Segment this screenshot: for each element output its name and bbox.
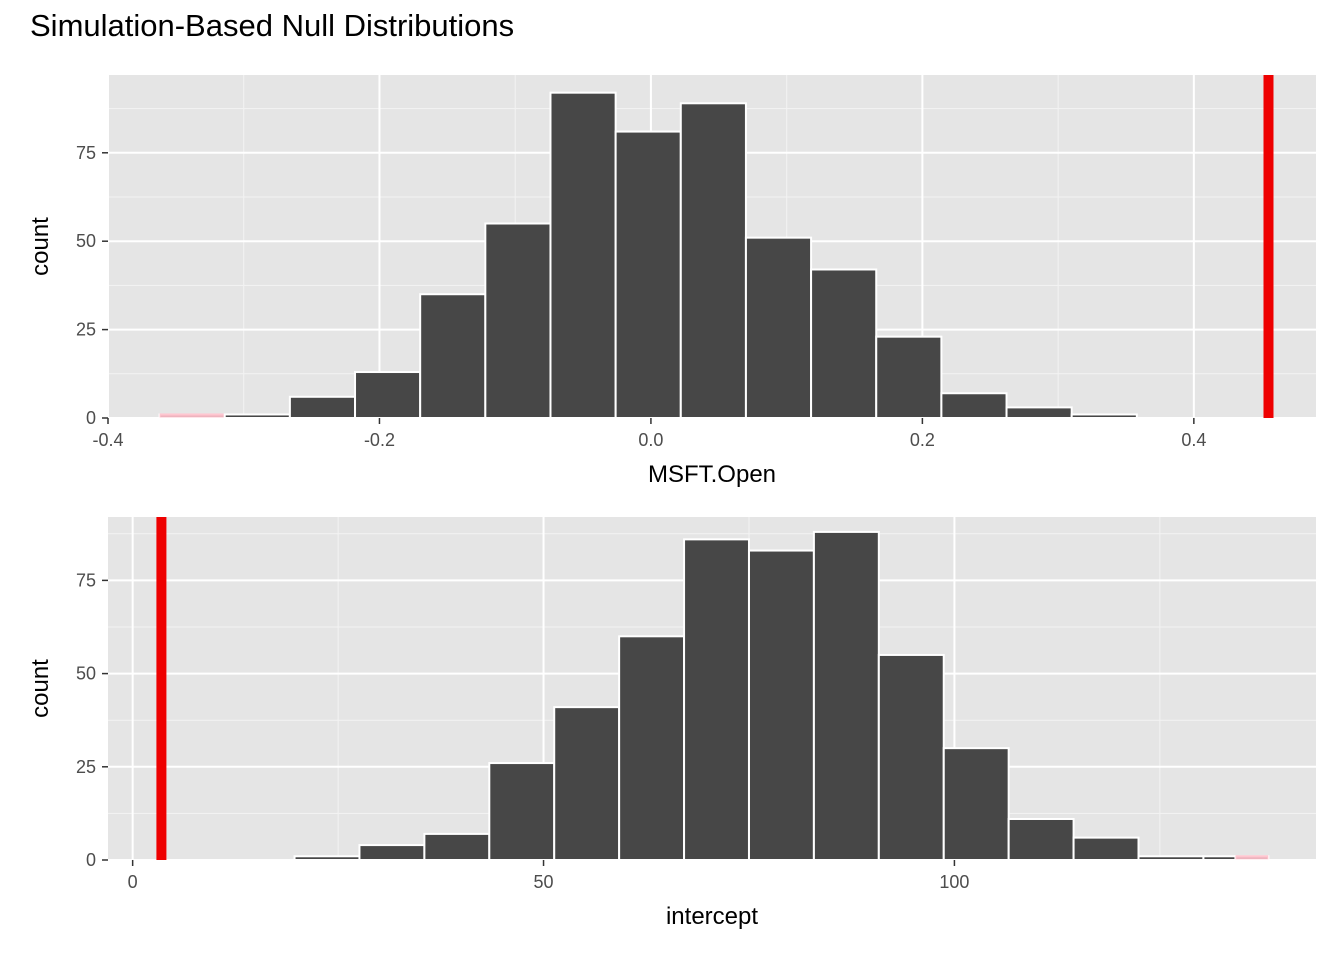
- y-tick-label: 75: [76, 570, 96, 590]
- histogram-bar: [875, 335, 943, 419]
- histogram-bar: [942, 747, 1010, 861]
- observed-statistic-line: [1263, 75, 1274, 418]
- x-tick-label: -0.2: [364, 430, 395, 450]
- histogram-bar: [744, 236, 813, 419]
- y-tick-label: 0: [86, 408, 96, 428]
- y-tick-label: 25: [76, 757, 96, 777]
- y-axis-title: count: [27, 217, 54, 276]
- y-tick-label: 50: [76, 231, 96, 251]
- histogram-bar: [1137, 855, 1205, 861]
- histogram-bar: [423, 832, 491, 861]
- shaded-region: [1235, 855, 1269, 860]
- histogram-bar: [877, 653, 945, 862]
- histogram-bar: [614, 130, 682, 419]
- y-tick-label: 75: [76, 143, 96, 163]
- x-tick-label: 0.2: [910, 430, 935, 450]
- histogram-bar: [1070, 413, 1138, 420]
- histogram-bar: [293, 855, 361, 861]
- histogram-bar: [1005, 406, 1073, 420]
- y-tick-label: 25: [76, 320, 96, 340]
- histogram-bar: [679, 102, 747, 419]
- x-tick-label: -0.4: [92, 430, 123, 450]
- y-tick-label: 0: [86, 850, 96, 870]
- histogram-bar: [419, 293, 487, 420]
- x-axis-title: MSFT.Open: [648, 461, 776, 488]
- chart-title: Simulation-Based Null Distributions: [30, 8, 515, 43]
- x-axis-title: intercept: [666, 903, 758, 930]
- histogram-bar: [288, 395, 357, 420]
- x-tick-label: 0.0: [638, 430, 663, 450]
- histogram-bar: [549, 91, 617, 419]
- x-tick-label: 0.4: [1181, 430, 1206, 450]
- histogram-bar: [223, 413, 291, 420]
- histogram-bar: [553, 706, 621, 861]
- x-tick-label: 100: [939, 872, 969, 892]
- shaded-region: [159, 413, 225, 418]
- histogram-bar: [354, 371, 422, 419]
- observed-statistic-line: [156, 517, 167, 860]
- histogram-bar: [618, 635, 686, 861]
- y-tick-label: 50: [76, 664, 96, 684]
- histogram-bar: [812, 530, 880, 861]
- x-tick-label: 0: [128, 872, 138, 892]
- histogram-bar: [1007, 817, 1075, 862]
- histogram-bar: [747, 549, 815, 861]
- histogram-bar: [484, 222, 552, 419]
- panel-1: -0.4 -0.2 0.0 0.2 0.4 0 25 50 75 MSFT.Open count: [27, 75, 1316, 488]
- histogram-bar: [940, 392, 1008, 420]
- histogram-bar: [488, 762, 556, 862]
- panel-2: 0 50 100 0 25 50 75 intercept count: [27, 517, 1316, 930]
- x-tick-label: 50: [534, 872, 554, 892]
- y-axis-title: count: [27, 659, 54, 718]
- histogram-bar: [810, 268, 878, 419]
- histogram-bar: [683, 538, 750, 861]
- histogram-bar: [358, 844, 426, 862]
- histogram-bar: [1072, 836, 1140, 861]
- histogram-bar: [1202, 855, 1237, 861]
